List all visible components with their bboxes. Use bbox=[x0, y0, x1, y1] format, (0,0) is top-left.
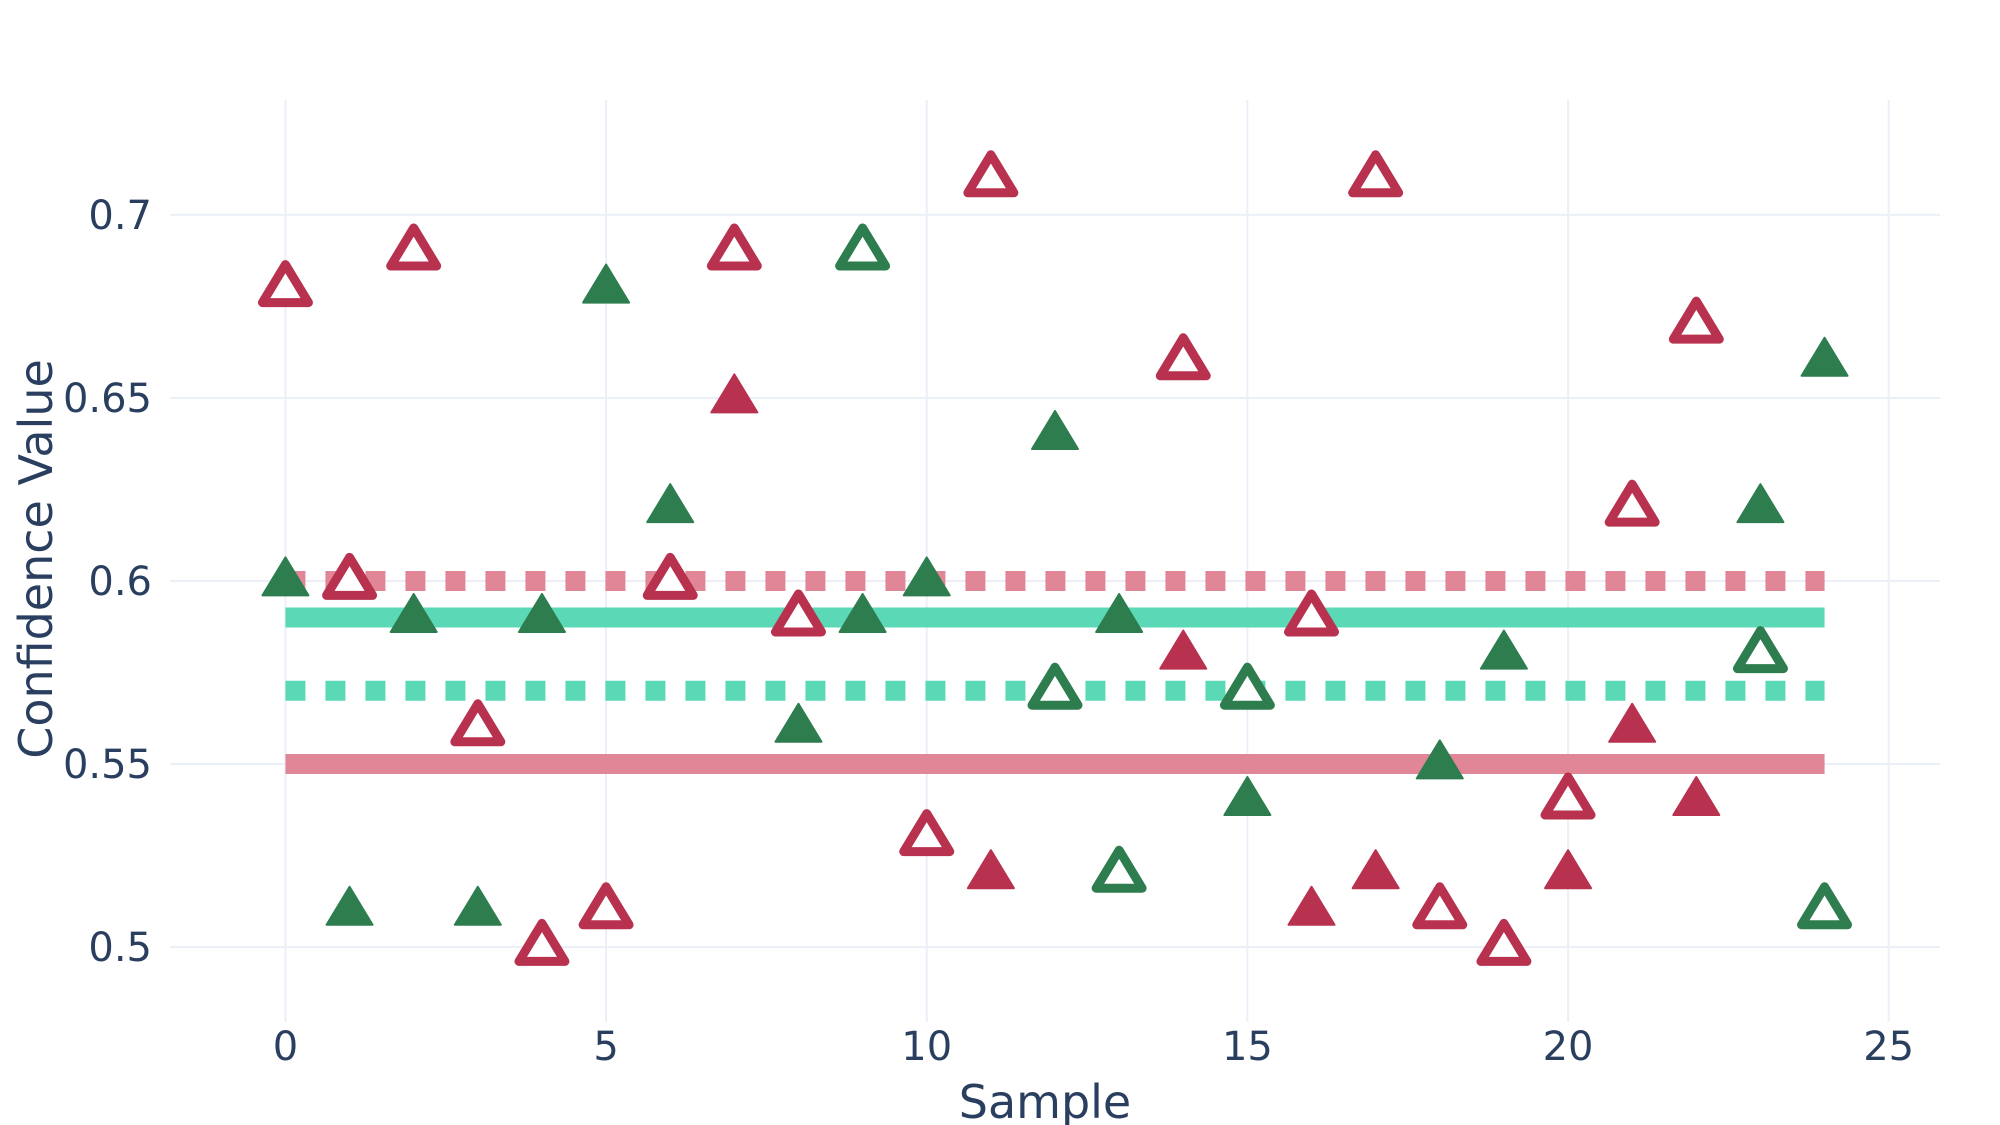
triangle-marker-filled bbox=[453, 885, 502, 926]
triangle-marker-open bbox=[578, 882, 634, 930]
triangle-marker-filled bbox=[517, 592, 566, 633]
triangle-marker-filled bbox=[902, 556, 951, 597]
triangle-marker-open bbox=[1284, 589, 1340, 637]
triangle-marker-filled bbox=[1351, 849, 1400, 890]
y-tick-label: 0.6 bbox=[88, 559, 152, 605]
triangle-marker-open bbox=[1412, 882, 1468, 930]
triangle-marker-filled bbox=[838, 592, 887, 633]
triangle-marker-open bbox=[1027, 662, 1083, 710]
triangle-marker-open bbox=[1668, 296, 1724, 344]
x-axis-title: Sample bbox=[959, 1075, 1131, 1125]
triangle-marker-filled bbox=[1479, 629, 1528, 670]
triangle-marker-open bbox=[963, 150, 1019, 198]
triangle-marker-open bbox=[386, 223, 442, 271]
triangle-marker-filled bbox=[389, 592, 438, 633]
triangle-marker-open bbox=[1732, 626, 1788, 674]
y-tick-label: 0.5 bbox=[88, 925, 152, 971]
triangle-marker-open bbox=[514, 918, 570, 966]
triangle-marker-open bbox=[1797, 882, 1853, 930]
triangle-marker-open bbox=[1155, 333, 1211, 381]
triangle-marker-filled bbox=[1095, 592, 1144, 633]
triangle-marker-open bbox=[322, 552, 378, 600]
triangle-marker-filled bbox=[1608, 702, 1657, 743]
triangle-marker-open bbox=[899, 809, 955, 857]
tick-labels-layer: 0 5 10 15 20 25 0.5 0.55 0.6 0.65 0.7 bbox=[63, 193, 1914, 1070]
triangle-marker-filled bbox=[261, 556, 310, 597]
x-tick-label: 20 bbox=[1543, 1024, 1594, 1070]
triangle-marker-open bbox=[1604, 479, 1660, 527]
triangle-marker-open bbox=[835, 223, 891, 271]
triangle-marker-filled bbox=[1415, 739, 1464, 780]
triangle-marker-filled bbox=[710, 373, 759, 414]
triangle-marker-filled bbox=[966, 849, 1015, 890]
triangle-marker-open bbox=[1219, 662, 1275, 710]
y-tick-label: 0.7 bbox=[88, 193, 152, 239]
y-axis-title: Confidence Value bbox=[9, 359, 63, 759]
x-tick-label: 25 bbox=[1863, 1024, 1914, 1070]
markers-layer bbox=[257, 150, 1853, 966]
triangle-marker-open bbox=[257, 260, 313, 308]
x-tick-label: 10 bbox=[901, 1024, 952, 1070]
grid-layer bbox=[170, 100, 1940, 1022]
triangle-marker-filled bbox=[1223, 775, 1272, 816]
triangle-marker-filled bbox=[1800, 336, 1849, 377]
triangle-marker-open bbox=[450, 699, 506, 747]
x-tick-label: 5 bbox=[593, 1024, 618, 1070]
triangle-marker-filled bbox=[1736, 483, 1785, 524]
triangle-marker-filled bbox=[1672, 775, 1721, 816]
triangle-marker-filled bbox=[1287, 885, 1336, 926]
triangle-marker-filled bbox=[1159, 629, 1208, 670]
triangle-marker-open bbox=[706, 223, 762, 271]
x-tick-label: 15 bbox=[1222, 1024, 1273, 1070]
triangle-marker-open bbox=[1348, 150, 1404, 198]
y-tick-label: 0.55 bbox=[63, 742, 152, 788]
triangle-marker-filled bbox=[1544, 849, 1593, 890]
triangle-marker-filled bbox=[325, 885, 374, 926]
triangle-marker-filled bbox=[774, 702, 823, 743]
triangle-marker-filled bbox=[582, 263, 631, 304]
triangle-marker-open bbox=[642, 552, 698, 600]
triangle-marker-open bbox=[1091, 845, 1147, 893]
triangle-marker-open bbox=[1476, 918, 1532, 966]
triangle-marker-filled bbox=[1031, 409, 1079, 450]
triangle-marker-filled bbox=[646, 483, 695, 524]
triangle-marker-open bbox=[770, 589, 826, 637]
x-tick-label: 0 bbox=[273, 1024, 298, 1070]
y-tick-label: 0.65 bbox=[63, 376, 152, 422]
triangle-marker-open bbox=[1540, 772, 1596, 820]
